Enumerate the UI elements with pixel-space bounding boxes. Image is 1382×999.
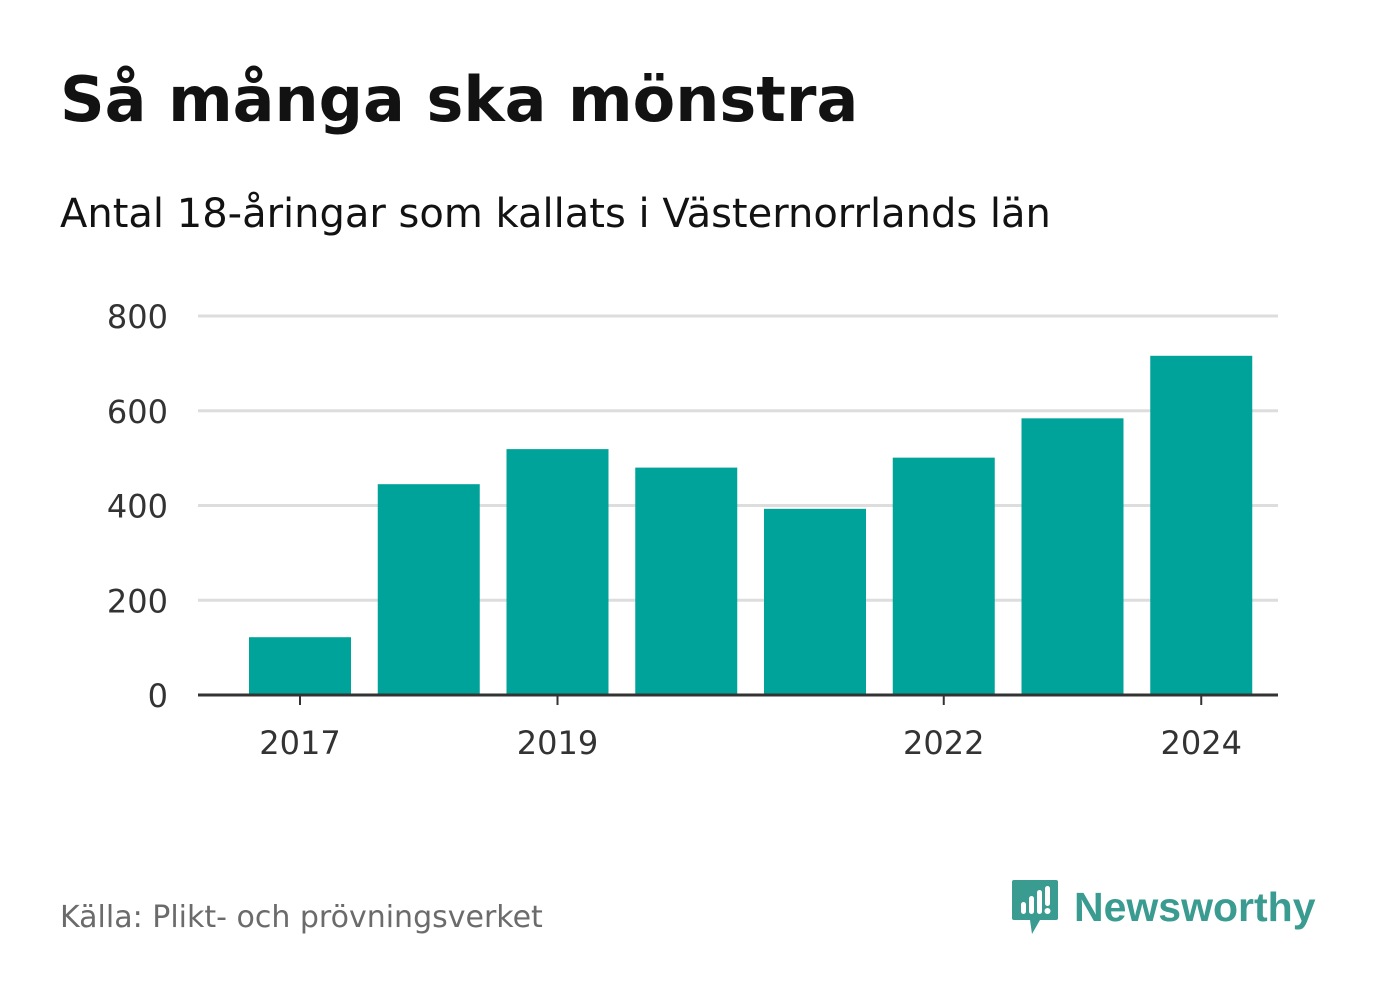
x-tick-label: 2017 [259, 724, 340, 762]
bar-2022 [892, 457, 995, 695]
chart-subtitle: Antal 18-åringar som kallats i Västernor… [60, 191, 1051, 237]
bar-2023 [1021, 418, 1124, 695]
bar-2021 [764, 508, 866, 695]
chart-title: Så många ska mönstra [60, 63, 859, 136]
bar-2019 [506, 449, 609, 695]
y-tick-label: 600 [107, 393, 168, 431]
bars [249, 355, 1253, 695]
bar-2020 [635, 467, 738, 695]
tick-labels: 0 200 400 600 800 2017 2019 2022 2024 [107, 298, 1242, 762]
y-tick-label: 800 [107, 298, 168, 336]
brand-name: Newsworthy [1074, 883, 1316, 930]
bar-2018 [377, 484, 480, 695]
x-tick-label: 2022 [903, 724, 984, 762]
newsworthy-logo-icon [1012, 880, 1058, 934]
x-tick-label: 2019 [517, 724, 598, 762]
brand-logo: Newsworthy [1010, 878, 1316, 936]
source-note: Källa: Plikt- och prövningsverket [60, 900, 543, 935]
y-tick-label: 200 [107, 582, 168, 620]
bar-2017 [249, 637, 351, 695]
bar-2024 [1150, 355, 1253, 695]
x-tick-label: 2024 [1161, 724, 1242, 762]
y-tick-label: 400 [107, 488, 168, 526]
y-tick-label: 0 [148, 677, 168, 715]
axes [198, 693, 1278, 705]
